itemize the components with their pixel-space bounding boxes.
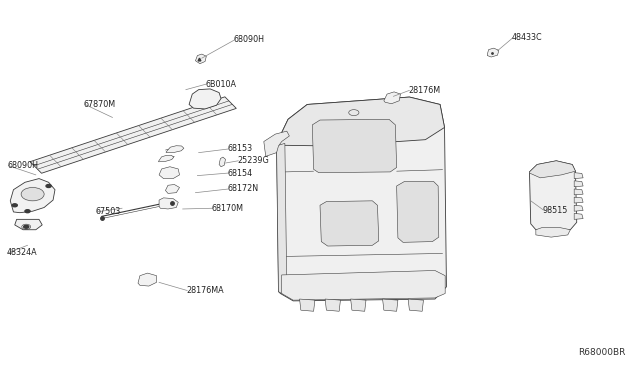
Text: R68000BR: R68000BR — [578, 348, 625, 357]
Text: 98515: 98515 — [542, 206, 568, 215]
Text: 6B010A: 6B010A — [205, 80, 236, 89]
Polygon shape — [159, 167, 179, 179]
Polygon shape — [159, 198, 178, 209]
Polygon shape — [138, 273, 157, 286]
Text: 67503: 67503 — [95, 208, 120, 217]
Polygon shape — [10, 179, 55, 213]
Polygon shape — [574, 189, 583, 195]
Polygon shape — [276, 143, 287, 294]
Polygon shape — [574, 205, 583, 211]
Polygon shape — [408, 299, 424, 311]
Polygon shape — [397, 182, 439, 242]
Text: 68172N: 68172N — [227, 185, 259, 193]
Circle shape — [24, 225, 29, 228]
Polygon shape — [276, 97, 447, 301]
Polygon shape — [159, 155, 174, 162]
Polygon shape — [166, 146, 184, 153]
Text: 28176M: 28176M — [408, 86, 440, 95]
Text: 48433C: 48433C — [511, 33, 542, 42]
Text: 68154: 68154 — [227, 169, 253, 177]
Polygon shape — [351, 299, 366, 311]
Polygon shape — [219, 157, 225, 167]
Polygon shape — [15, 219, 42, 230]
Circle shape — [25, 210, 30, 213]
Polygon shape — [574, 173, 583, 179]
Text: 68170M: 68170M — [211, 204, 243, 213]
Text: 48324A: 48324A — [7, 248, 38, 257]
Text: 25239G: 25239G — [237, 156, 269, 165]
Polygon shape — [574, 181, 583, 187]
Polygon shape — [487, 48, 499, 57]
Circle shape — [12, 204, 17, 207]
Polygon shape — [282, 270, 445, 300]
Text: 68090H: 68090H — [234, 35, 265, 44]
Polygon shape — [276, 97, 445, 146]
Polygon shape — [320, 201, 379, 246]
Polygon shape — [166, 185, 179, 193]
Text: 68090H: 68090H — [7, 161, 38, 170]
Polygon shape — [325, 299, 340, 311]
Polygon shape — [529, 161, 575, 178]
Polygon shape — [264, 131, 289, 156]
Polygon shape — [384, 92, 401, 104]
Polygon shape — [383, 299, 398, 311]
Polygon shape — [195, 54, 206, 64]
Polygon shape — [30, 97, 236, 173]
Polygon shape — [529, 161, 577, 232]
Text: 67870M: 67870M — [84, 100, 116, 109]
Polygon shape — [189, 89, 221, 109]
Polygon shape — [300, 299, 315, 311]
Circle shape — [46, 185, 51, 187]
Circle shape — [21, 187, 44, 201]
Polygon shape — [312, 119, 397, 173]
Polygon shape — [536, 228, 570, 237]
Text: 28176MA: 28176MA — [186, 286, 223, 295]
Text: 68153: 68153 — [227, 144, 253, 153]
Polygon shape — [574, 214, 583, 219]
Polygon shape — [574, 197, 583, 203]
